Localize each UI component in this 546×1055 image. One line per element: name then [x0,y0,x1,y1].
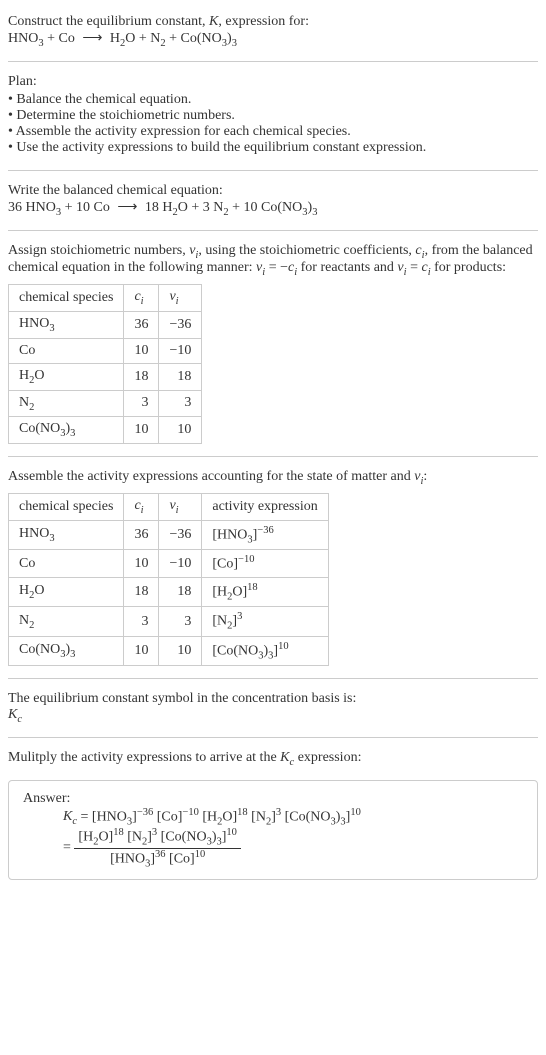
plan-item: Determine the stoichiometric numbers. [8,108,538,124]
plan-item: Assemble the activity expression for eac… [8,124,538,140]
cell-vi: −36 [159,520,202,549]
table-row: HNO3 36 −36 [9,311,202,338]
table-row: H2O 18 18 [9,363,202,390]
cell-activity: [HNO3]−36 [202,520,328,549]
cell-vi: −10 [159,550,202,578]
plan-item: Use the activity expressions to build th… [8,140,538,156]
symbol-value: Kc [8,707,538,725]
equals-sign: = [63,840,74,855]
col-ci: ci [124,285,159,312]
divider [8,61,538,62]
cell-species: N2 [9,607,124,636]
col-activity: activity expression [202,493,328,520]
cell-vi: 18 [159,577,202,606]
multiply-section: Mulitply the activity expressions to arr… [8,744,538,774]
cell-ci: 10 [124,550,159,578]
cell-activity: [N2]3 [202,607,328,636]
table-row: H2O 18 18 [H2O]18 [9,577,329,606]
balanced-equation: 36 HNO3 + 10 Co ⟶ 18 H2O + 3 N2 + 10 Co(… [8,199,538,218]
answer-fraction: [H2O]18 [N2]3 [Co(NO3)3]10 [HNO3]36 [Co]… [74,827,241,869]
cell-ci: 18 [124,577,159,606]
plan-item: Balance the chemical equation. [8,92,538,108]
divider [8,456,538,457]
cell-species: Co [9,338,124,363]
cell-ci: 10 [124,338,159,363]
cell-species: Co(NO3)3 [9,636,124,665]
answer-line2: = [H2O]18 [N2]3 [Co(NO3)3]10 [HNO3]36 [C… [63,827,523,869]
table-header-row: chemical species ci νi activity expressi… [9,493,329,520]
table-row: Co 10 −10 [9,338,202,363]
cell-vi: −10 [159,338,202,363]
col-species: chemical species [9,493,124,520]
fraction-numerator: [H2O]18 [N2]3 [Co(NO3)3]10 [74,827,241,848]
plan-section: Plan: Balance the chemical equation. Det… [8,68,538,164]
table-row: Co(NO3)3 10 10 [Co(NO3)3]10 [9,636,329,665]
table-row: Co(NO3)3 10 10 [9,417,202,444]
table-row: HNO3 36 −36 [HNO3]−36 [9,520,329,549]
fraction-denominator: [HNO3]36 [Co]10 [74,849,241,869]
cell-vi: −36 [159,311,202,338]
plan-title: Plan: [8,74,538,90]
cell-vi: 3 [159,390,202,417]
header-section: Construct the equilibrium constant, K, e… [8,8,538,55]
cell-ci: 10 [124,636,159,665]
cell-activity: [Co(NO3)3]10 [202,636,328,665]
cell-species: N2 [9,390,124,417]
balanced-section: Write the balanced chemical equation: 36… [8,177,538,224]
activity-table: chemical species ci νi activity expressi… [8,493,329,666]
header-equation: HNO3 + Co ⟶ H2O + N2 + Co(NO3)3 [8,30,538,49]
cell-vi: 3 [159,607,202,636]
multiply-text: Mulitply the activity expressions to arr… [8,750,538,768]
cell-species: Co(NO3)3 [9,417,124,444]
plan-list: Balance the chemical equation. Determine… [8,92,538,156]
cell-activity: [Co]−10 [202,550,328,578]
stoich-table: chemical species ci νi HNO3 36 −36 Co 10… [8,284,202,444]
divider [8,678,538,679]
cell-ci: 36 [124,520,159,549]
cell-species: H2O [9,363,124,390]
cell-vi: 18 [159,363,202,390]
cell-species: Co [9,550,124,578]
activity-section: Assemble the activity expressions accoun… [8,463,538,672]
cell-species: H2O [9,577,124,606]
cell-ci: 36 [124,311,159,338]
table-row: N2 3 3 [9,390,202,417]
balanced-title: Write the balanced chemical equation: [8,183,538,199]
answer-line1: Kc = [HNO3]−36 [Co]−10 [H2O]18 [N2]3 [Co… [63,807,523,827]
answer-equation: Kc = [HNO3]−36 [Co]−10 [H2O]18 [N2]3 [Co… [23,807,523,869]
cell-activity: [H2O]18 [202,577,328,606]
cell-ci: 18 [124,363,159,390]
stoich-section: Assign stoichiometric numbers, νi, using… [8,237,538,451]
col-vi: νi [159,493,202,520]
divider [8,170,538,171]
col-species: chemical species [9,285,124,312]
symbol-section: The equilibrium constant symbol in the c… [8,685,538,731]
divider [8,230,538,231]
activity-intro: Assemble the activity expressions accoun… [8,469,538,487]
divider [8,737,538,738]
table-row: Co 10 −10 [Co]−10 [9,550,329,578]
cell-ci: 3 [124,607,159,636]
symbol-text: The equilibrium constant symbol in the c… [8,691,538,707]
stoich-intro: Assign stoichiometric numbers, νi, using… [8,243,538,279]
table-header-row: chemical species ci νi [9,285,202,312]
cell-ci: 3 [124,390,159,417]
cell-vi: 10 [159,417,202,444]
cell-ci: 10 [124,417,159,444]
table-row: N2 3 3 [N2]3 [9,607,329,636]
col-ci: ci [124,493,159,520]
cell-species: HNO3 [9,311,124,338]
header-line1: Construct the equilibrium constant, K, e… [8,14,538,30]
col-vi: νi [159,285,202,312]
answer-box: Answer: Kc = [HNO3]−36 [Co]−10 [H2O]18 [… [8,780,538,880]
cell-species: HNO3 [9,520,124,549]
answer-label: Answer: [23,791,523,807]
cell-vi: 10 [159,636,202,665]
